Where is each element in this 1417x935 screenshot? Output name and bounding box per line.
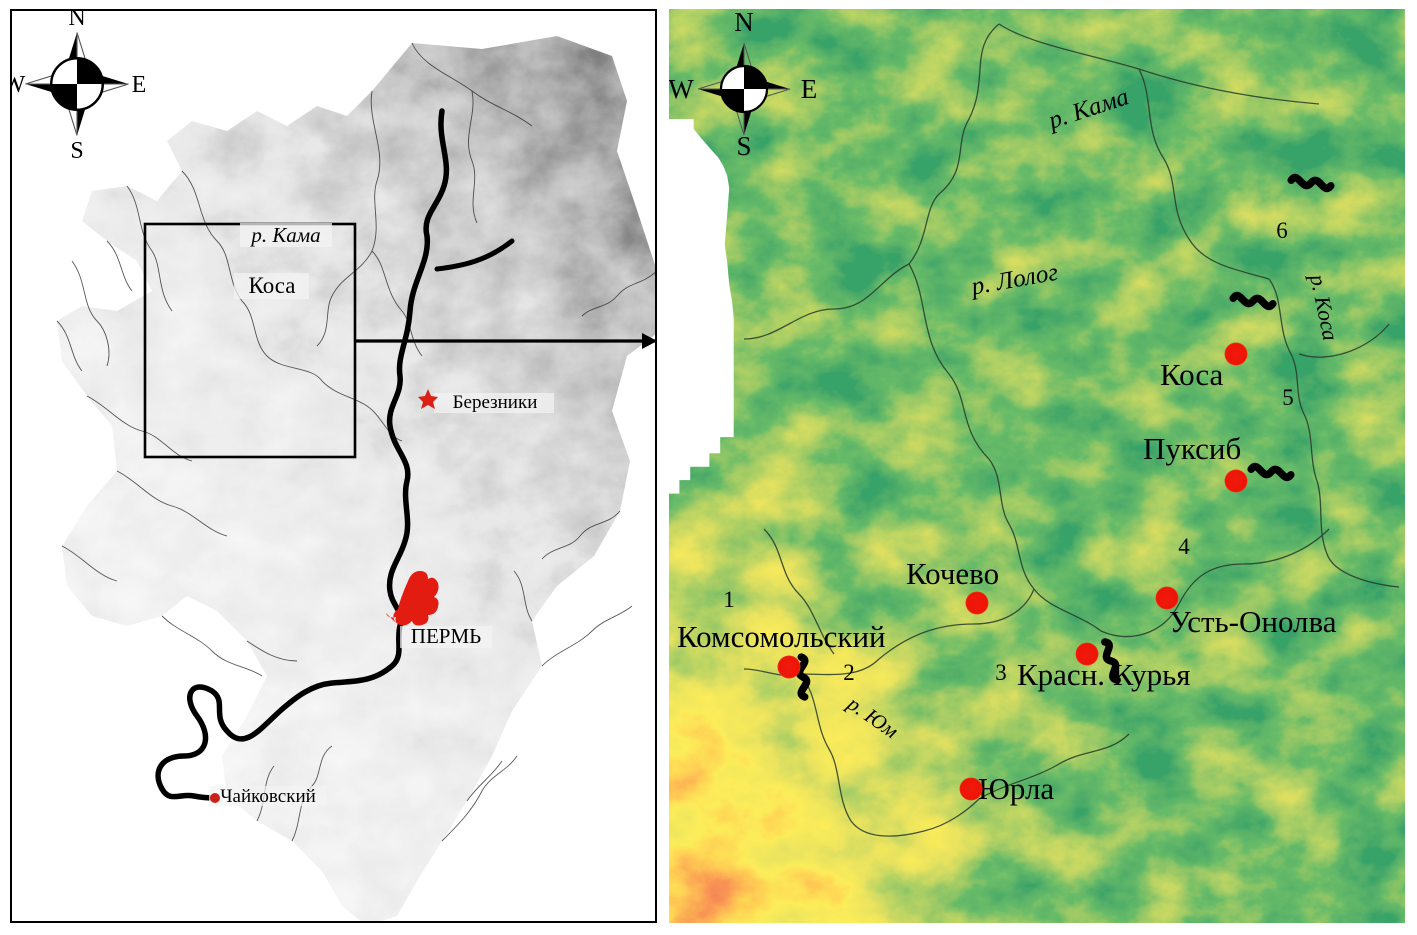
svg-text:Красн. Курья: Красн. Курья bbox=[1017, 657, 1191, 692]
svg-text:W: W bbox=[12, 72, 26, 98]
svg-text:Комсомольский: Комсомольский bbox=[677, 619, 886, 654]
svg-text:S: S bbox=[736, 131, 751, 161]
svg-text:2: 2 bbox=[843, 660, 855, 685]
svg-text:4: 4 bbox=[1178, 534, 1190, 559]
svg-text:Усть-Онолва: Усть-Онолва bbox=[1169, 604, 1337, 639]
svg-text:Чайковский: Чайковский bbox=[220, 786, 316, 807]
svg-text:Коса: Коса bbox=[249, 273, 296, 298]
svg-text:Пуксиб: Пуксиб bbox=[1143, 431, 1241, 466]
svg-text:S: S bbox=[70, 138, 83, 164]
svg-text:Кочево: Кочево bbox=[906, 556, 999, 591]
svg-text:6: 6 bbox=[1276, 218, 1288, 243]
svg-text:Березники: Березники bbox=[453, 392, 538, 413]
svg-text:N: N bbox=[68, 11, 85, 31]
svg-text:W: W bbox=[669, 74, 694, 104]
svg-text:ПЕРМЬ: ПЕРМЬ bbox=[411, 624, 481, 648]
svg-text:5: 5 bbox=[1282, 385, 1294, 410]
svg-text:E: E bbox=[132, 72, 147, 98]
svg-text:1: 1 bbox=[723, 587, 735, 612]
svg-text:р. Кама: р. Кама bbox=[249, 223, 320, 247]
svg-text:3: 3 bbox=[995, 660, 1007, 685]
svg-text:Юрла: Юрла bbox=[978, 771, 1054, 806]
svg-text:E: E bbox=[801, 74, 818, 104]
svg-text:N: N bbox=[734, 9, 754, 37]
svg-text:Коса: Коса bbox=[1160, 357, 1224, 392]
